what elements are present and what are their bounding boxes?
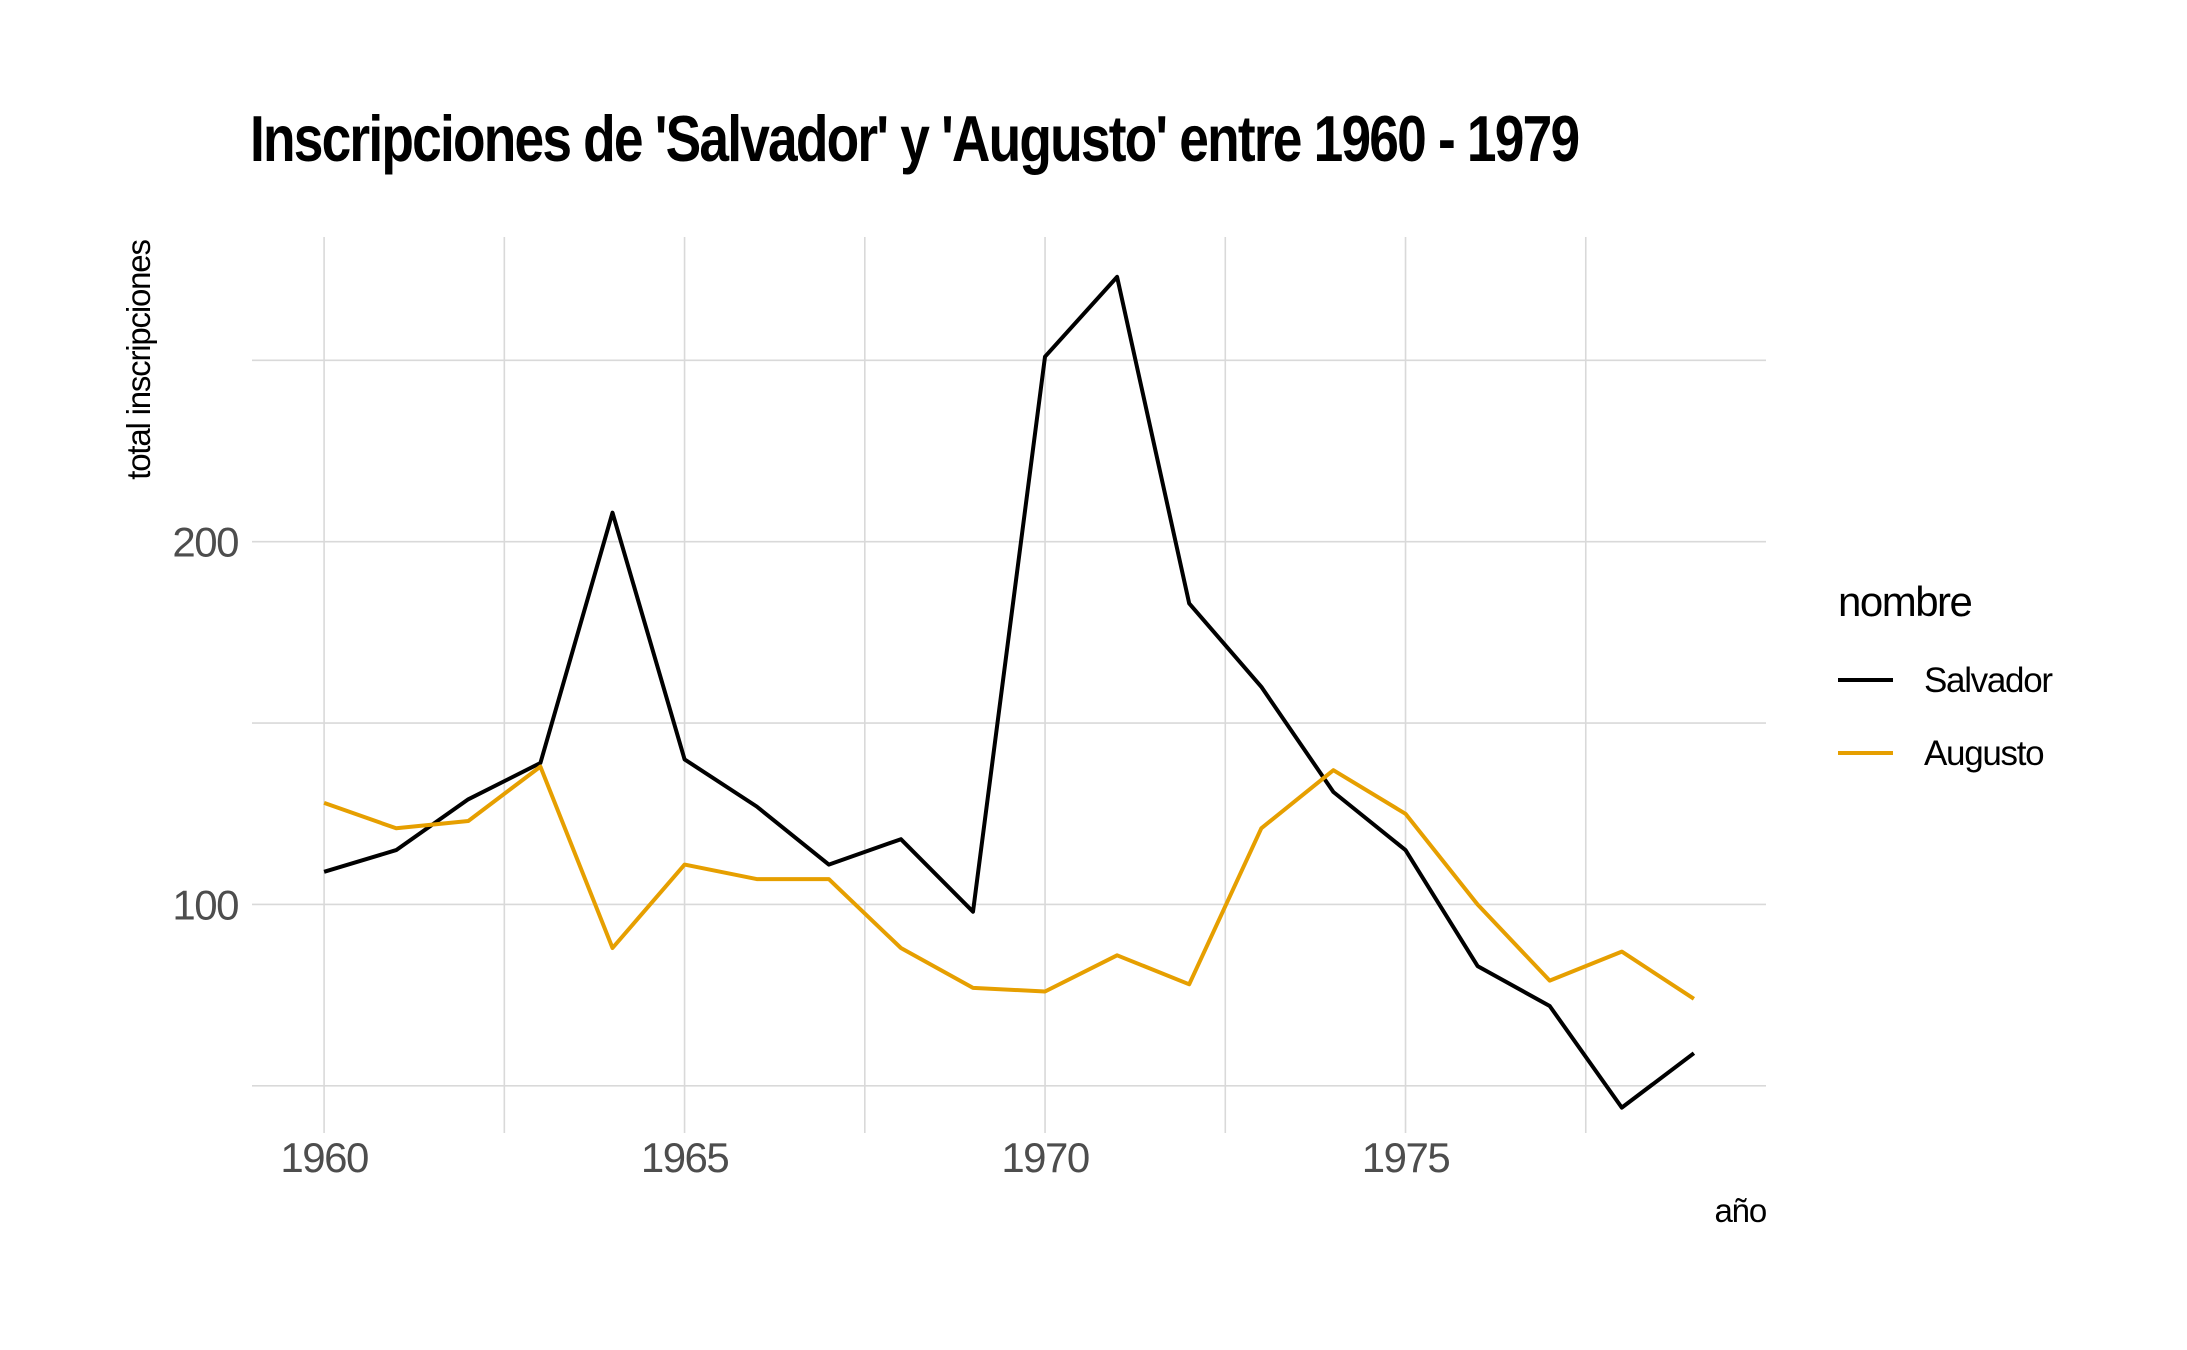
legend-title: nombre [1838,578,1972,625]
gridlines [252,237,1766,1133]
x-tick-label: 1975 [1362,1134,1450,1181]
chart-title: Inscripciones de 'Salvador' y 'Augusto' … [250,102,1580,175]
x-axis-title: año [1715,1192,1766,1229]
series-lines [323,274,1696,1110]
y-axis-title: total inscripciones [120,240,157,480]
y-tick-label: 100 [172,881,238,928]
y-tick-label: 200 [172,519,238,566]
series-line-salvador [323,274,1696,1110]
x-tick-label: 1960 [280,1134,368,1181]
y-tick-labels: 100 200 [172,519,239,929]
x-tick-label: 1970 [1001,1134,1089,1181]
legend-label-augusto: Augusto [1924,734,2043,773]
x-tick-label: 1965 [641,1134,729,1181]
x-tick-labels: 1960 1965 1970 1975 [280,1134,1451,1181]
legend-label-salvador: Salvador [1924,661,2053,700]
legend: nombre Salvador Augusto [1838,578,2055,773]
series-line-augusto [323,764,1695,1001]
